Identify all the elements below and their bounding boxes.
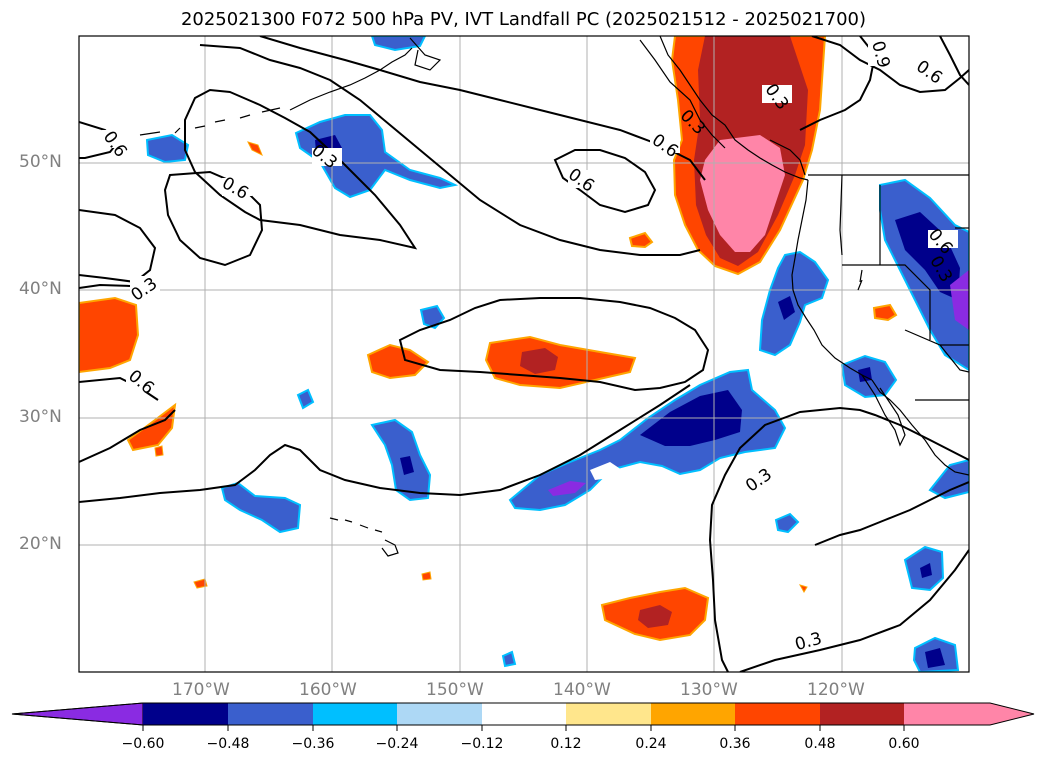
- map-title: 2025021300 F072 500 hPa PV, IVT Landfall…: [180, 9, 867, 30]
- colorbar-tick-label: −0.60: [121, 736, 165, 752]
- colorbar: [11, 702, 1035, 731]
- lon-label-160w: 160°W: [299, 680, 357, 700]
- lat-label-20n: 20°N: [19, 534, 62, 554]
- negative-anomaly-fills: [145, 36, 969, 672]
- lon-label-140w: 140°W: [553, 680, 611, 700]
- colorbar-tick-label: 0.36: [719, 736, 751, 752]
- colorbar-tick-label: 0.60: [888, 736, 920, 752]
- lon-label-120w: 120°W: [807, 680, 865, 700]
- colorbar-tick-label: 0.24: [635, 736, 667, 752]
- lon-label-170w: 170°W: [172, 680, 230, 700]
- colorbar-tick-label: 0.48: [804, 736, 836, 752]
- colorbar-tick-label: −0.12: [460, 736, 504, 752]
- lat-label-40n: 40°N: [19, 279, 62, 299]
- map-frame: [78, 35, 970, 673]
- colorbar-tick-label: −0.36: [291, 736, 335, 752]
- graticule: [79, 36, 969, 672]
- lat-label-30n: 30°N: [19, 407, 62, 427]
- coastlines: [139, 36, 969, 557]
- lon-label-150w: 150°W: [426, 680, 484, 700]
- lat-label-50n: 50°N: [19, 152, 62, 172]
- pv-contours: [79, 36, 969, 672]
- contour-label-masks: [102, 36, 958, 648]
- colorbar-tick-label: 0.12: [550, 736, 582, 752]
- colorbar-tick-label: −0.48: [206, 736, 250, 752]
- colorbar-tick-label: −0.24: [375, 736, 419, 752]
- lon-label-130w: 130°W: [680, 680, 738, 700]
